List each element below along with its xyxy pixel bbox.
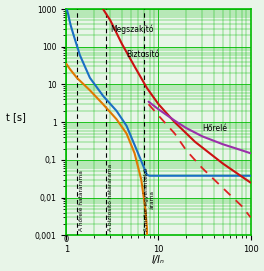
Text: Biztosító: Biztosító xyxy=(126,50,160,59)
Text: Hőrelé: Hőrelé xyxy=(202,124,227,133)
Text: A hőrelé határárama: A hőrelé határárama xyxy=(79,170,84,231)
Text: A motor egyénértékű
árama: A motor egyénértékű árama xyxy=(143,168,154,231)
Text: Megszakító: Megszakító xyxy=(110,24,154,34)
Text: A biztosító határárama: A biztosító határárama xyxy=(108,164,113,231)
Text: 0: 0 xyxy=(64,235,69,244)
Y-axis label: t [s]: t [s] xyxy=(6,112,25,122)
X-axis label: I/Iₙ: I/Iₙ xyxy=(152,256,165,265)
